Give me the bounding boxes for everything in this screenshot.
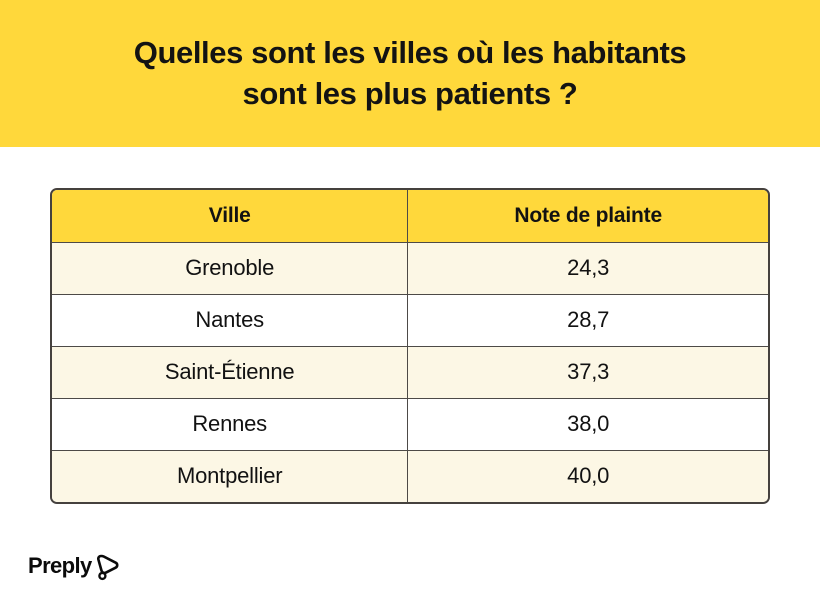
table-row: Nantes 28,7 [52, 293, 768, 347]
title-banner: Quelles sont les villes où les habitants… [0, 0, 820, 147]
preply-logo: Preply [28, 551, 121, 581]
column-header-note: Note de plainte [407, 190, 768, 243]
city-cell: Nantes [52, 293, 409, 347]
note-cell: 24,3 [407, 241, 768, 295]
table-header-row: Ville Note de plainte [52, 190, 768, 243]
table-row: Rennes 38,0 [52, 397, 768, 451]
column-header-ville: Ville [52, 190, 409, 243]
city-cell: Saint-Étienne [52, 345, 409, 399]
city-cell: Montpellier [52, 449, 409, 502]
table-row: Saint-Étienne 37,3 [52, 345, 768, 399]
patience-ranking-table: Ville Note de plainte Grenoble 24,3 Nant… [50, 188, 770, 504]
page-title-line1: Quelles sont les villes où les habitants [133, 34, 687, 70]
note-cell: 40,0 [407, 449, 768, 502]
page-title: Quelles sont les villes où les habitants… [134, 33, 687, 115]
page-title-line2: sont les plus patients ? [242, 75, 578, 111]
note-cell: 28,7 [407, 293, 768, 347]
note-cell: 38,0 [407, 397, 768, 451]
preply-play-bubble-icon [96, 554, 119, 581]
note-cell: 37,3 [407, 345, 768, 399]
preply-wordmark: Preply [28, 553, 92, 578]
table-row: Grenoble 24,3 [52, 241, 768, 295]
table-row: Montpellier 40,0 [52, 449, 768, 502]
city-cell: Grenoble [52, 241, 409, 295]
city-cell: Rennes [52, 397, 409, 451]
